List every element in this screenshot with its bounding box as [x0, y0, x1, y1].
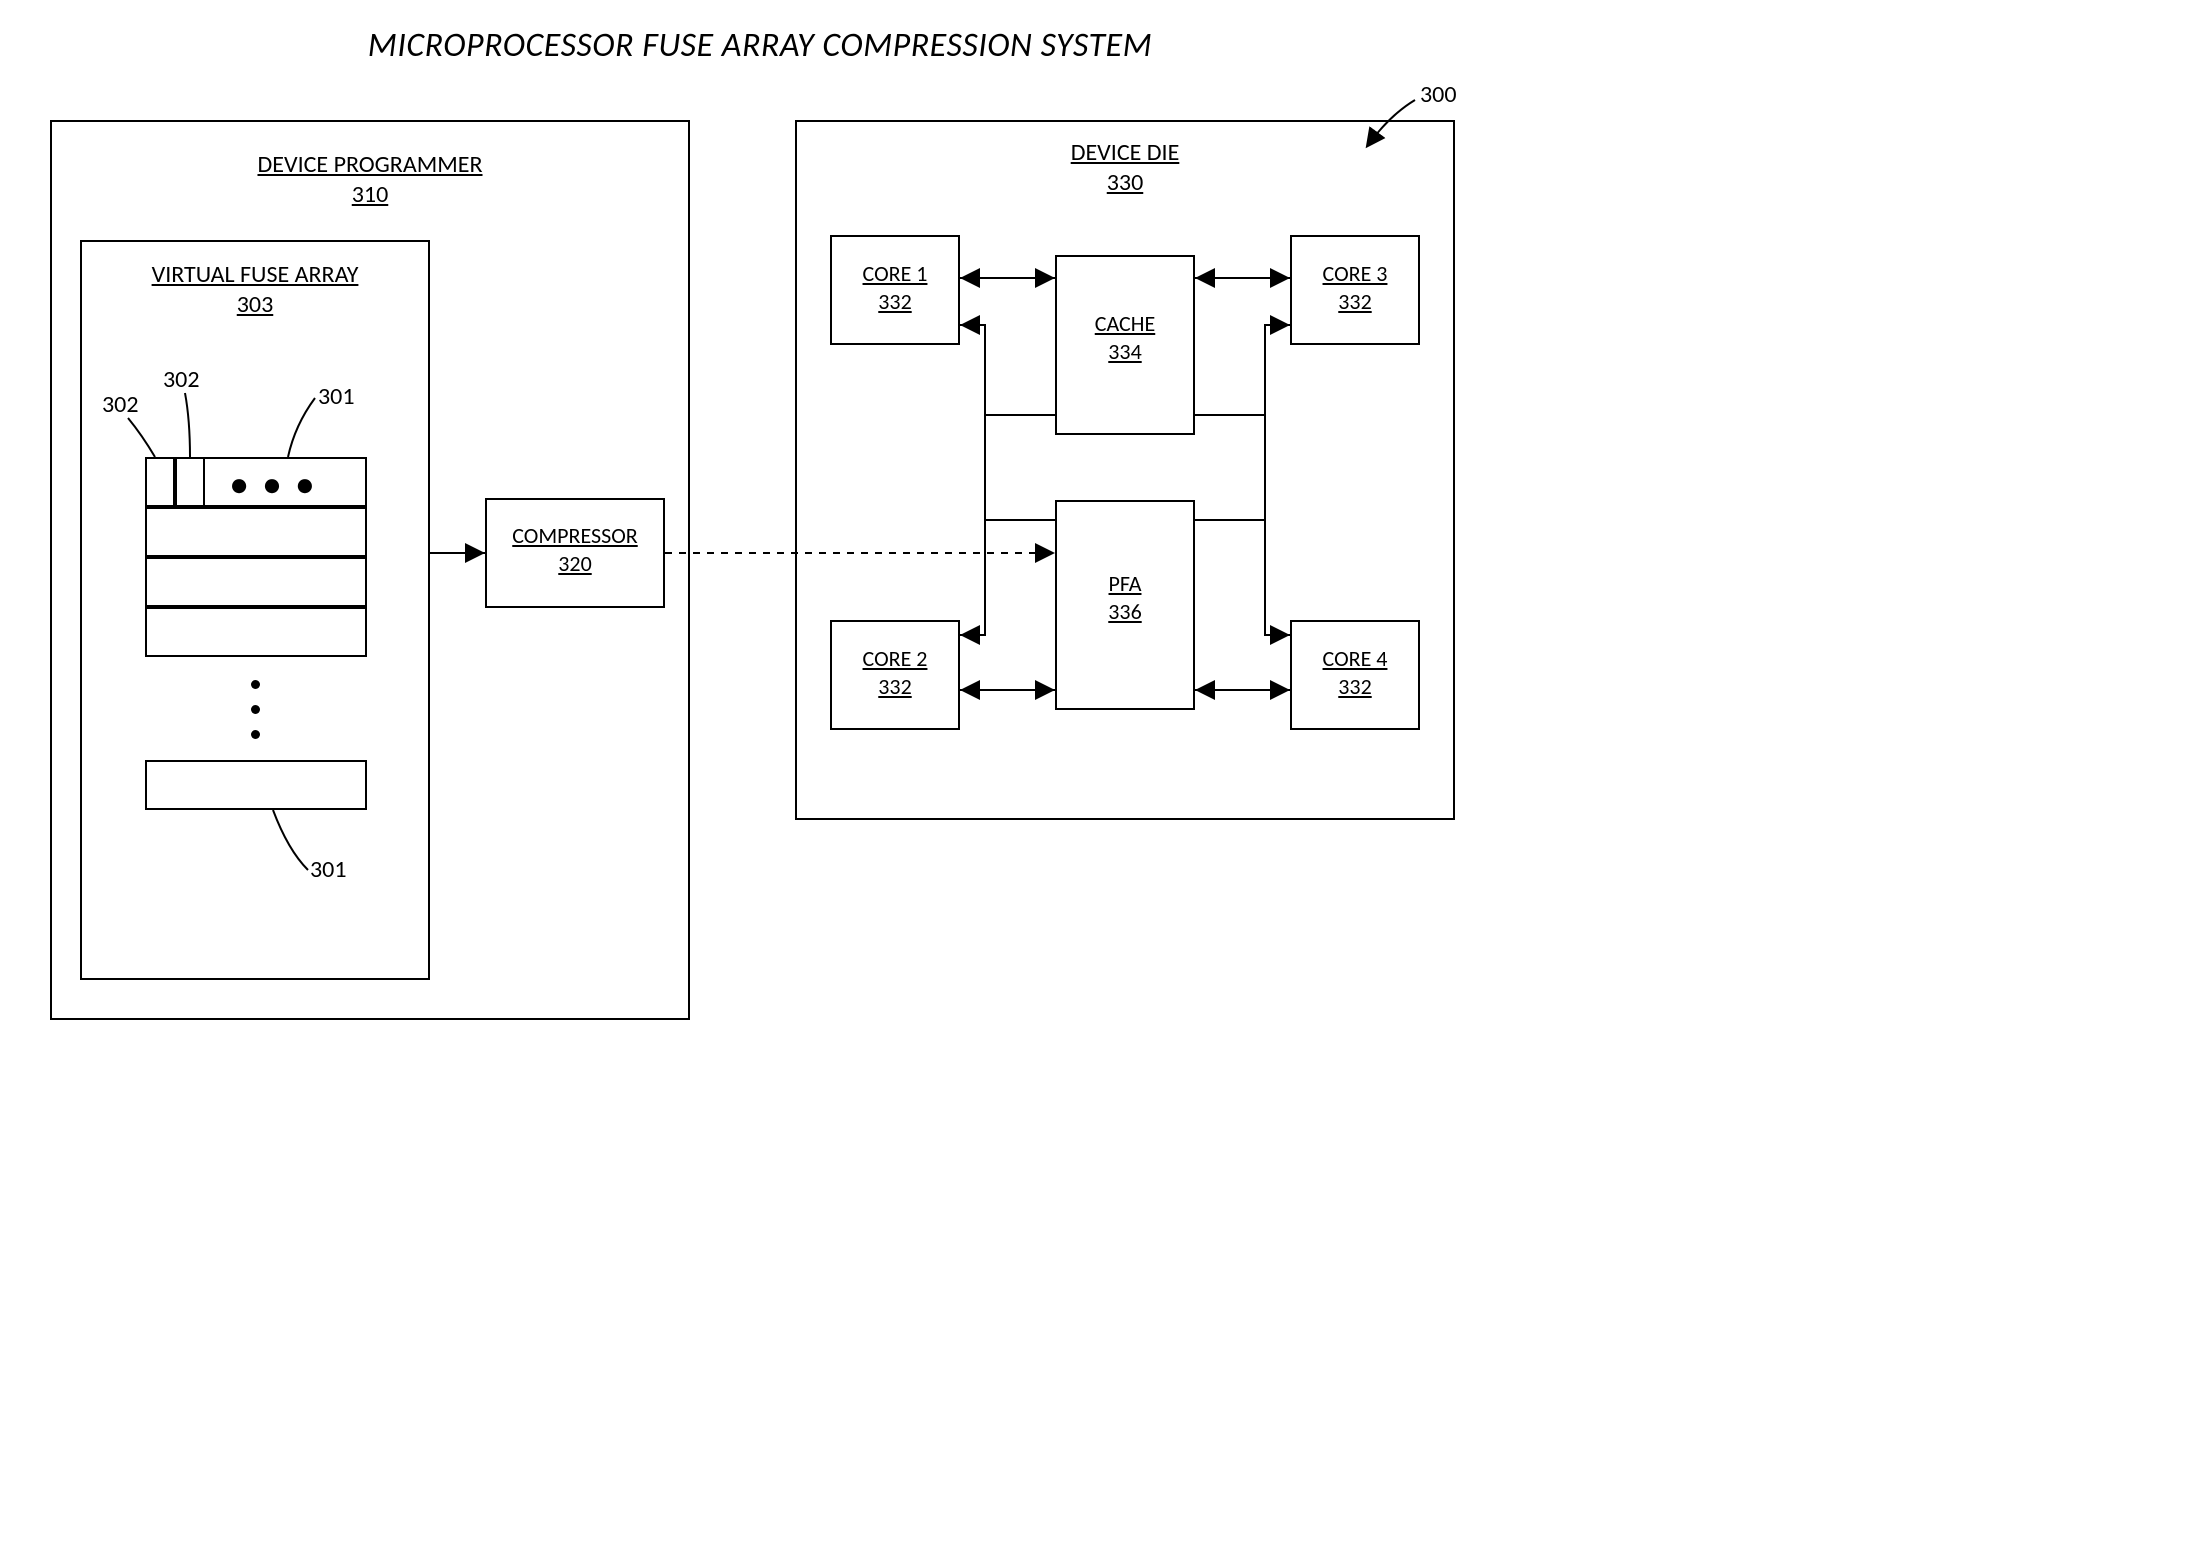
- diagram-canvas: MICROPROCESSOR FUSE ARRAY COMPRESSION SY…: [20, 20, 1500, 1070]
- connectors: [20, 20, 1500, 1070]
